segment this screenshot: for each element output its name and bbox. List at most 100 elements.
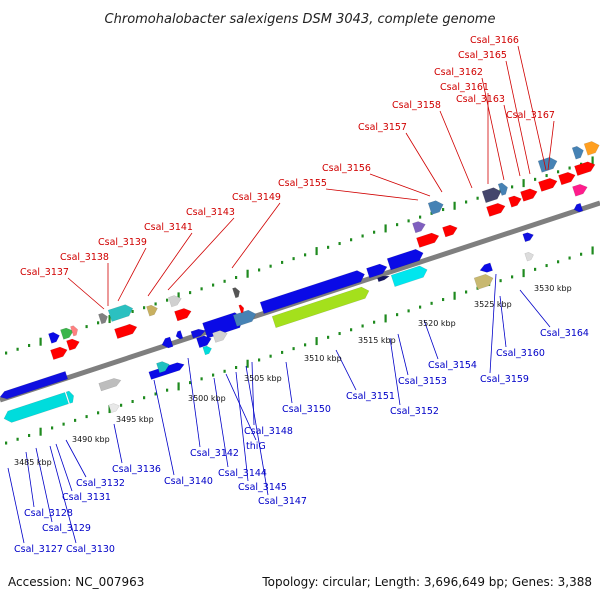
- label-leader: [225, 373, 257, 441]
- tick-mark: [384, 224, 387, 233]
- tick-mark: [39, 427, 42, 436]
- gene-label: Csal_3127: [14, 544, 63, 555]
- gene-arrow: [473, 273, 494, 290]
- tick-mark: [85, 415, 88, 419]
- tick-mark: [258, 268, 261, 272]
- gene-arrow: [416, 232, 440, 248]
- label-leader: [489, 273, 497, 374]
- gene-arrow: [98, 312, 108, 325]
- tick-mark: [5, 441, 8, 445]
- gene-label: Csal_3129: [42, 523, 91, 534]
- gene-label: Csal_3163: [456, 94, 505, 105]
- gene-arrow: [479, 262, 493, 273]
- gene-arrow: [497, 182, 508, 196]
- gene-label: Csal_3128: [24, 508, 73, 519]
- gene-label: Csal_3140: [164, 476, 213, 487]
- tick-mark: [281, 350, 284, 354]
- tick-mark: [62, 422, 65, 426]
- label-leader: [167, 217, 235, 291]
- gene-label: thiG: [246, 441, 266, 452]
- gene-label: Csal_3159: [480, 374, 529, 385]
- tick-mark: [74, 418, 77, 422]
- tick-mark: [557, 260, 560, 264]
- gene-label: Csal_3141: [144, 222, 193, 233]
- gene-arrow: [386, 248, 424, 271]
- label-leader-lines: [7, 45, 555, 544]
- tick-mark: [28, 343, 31, 347]
- tick-mark: [28, 433, 31, 437]
- gene-label: Csal_3131: [62, 492, 111, 503]
- label-leader: [49, 445, 77, 544]
- tick-mark: [557, 170, 560, 174]
- gene-arrow: [558, 171, 576, 186]
- gene-label: Csal_3158: [392, 100, 441, 111]
- gene-arrow: [174, 308, 192, 322]
- label-leader: [285, 361, 293, 404]
- tick-mark: [223, 279, 226, 283]
- gene-arrow: [508, 195, 522, 208]
- gene-label: Csal_3162: [434, 67, 483, 78]
- gene-arrow: [66, 338, 80, 351]
- gene-arrow: [572, 184, 588, 197]
- label-leader: [389, 337, 401, 406]
- tick-mark: [407, 219, 410, 223]
- gene-arrow: [271, 286, 370, 329]
- tick-mark: [511, 275, 514, 279]
- tick-mark: [442, 208, 445, 212]
- gene-arrow: [0, 371, 69, 400]
- label-leader: [405, 132, 443, 193]
- tick-mark: [235, 366, 238, 370]
- tick-mark: [465, 290, 468, 294]
- tick-mark: [97, 411, 100, 415]
- label-leader: [147, 232, 193, 297]
- label-leader: [505, 60, 531, 175]
- tick-mark: [16, 437, 19, 441]
- gene-arrow: [3, 392, 69, 423]
- gene-arrow: [114, 323, 138, 339]
- gene-label: Csal_3167: [506, 110, 555, 121]
- label-leader: [55, 443, 73, 492]
- gene-label: Csal_3136: [112, 464, 161, 475]
- gene-arrow: [571, 146, 584, 160]
- gene-arrow: [259, 270, 365, 314]
- tick-mark: [350, 238, 353, 242]
- tick-mark: [499, 279, 502, 283]
- gene-arrow: [70, 325, 78, 337]
- tick-mark: [568, 166, 571, 170]
- label-leader: [153, 379, 175, 476]
- gene-label: Csal_3151: [346, 391, 395, 402]
- tick-mark: [85, 325, 88, 329]
- gene-label: Csal_3157: [358, 122, 407, 133]
- gene-arrow: [161, 336, 174, 349]
- tick-mark: [384, 314, 387, 323]
- tick-mark: [373, 230, 376, 234]
- label-leader: [439, 110, 473, 189]
- tick-mark: [430, 301, 433, 305]
- gene-arrow: [60, 327, 74, 340]
- genome-title: Chromohalobacter salexigens DSM 3043, co…: [105, 12, 496, 27]
- label-leader: [519, 289, 551, 328]
- tick-mark: [269, 264, 272, 268]
- tick-mark: [269, 354, 272, 358]
- gene-arrow: [98, 378, 122, 392]
- tick-mark: [120, 403, 123, 407]
- tick-mark: [177, 292, 180, 301]
- gene-arrow: [232, 287, 240, 299]
- gene-arrow: [574, 161, 596, 176]
- gene-arrow: [168, 295, 182, 308]
- tick-mark: [143, 306, 146, 310]
- tick-mark: [108, 405, 111, 414]
- tick-mark: [315, 247, 318, 256]
- label-leader: [213, 377, 229, 468]
- label-leader: [423, 319, 439, 360]
- accession-text: Accession: NC_007963: [8, 575, 144, 589]
- tick-mark: [338, 242, 341, 246]
- tick-label: 3490 kbp: [72, 435, 110, 444]
- gene-arrow: [190, 328, 206, 339]
- tick-mark: [304, 253, 307, 257]
- tick-mark: [453, 201, 456, 210]
- label-leader: [369, 173, 431, 197]
- reverse-gene-labels: Csal_3127 Csal_3128 Csal_3129 Csal_3130 Csal…: [14, 328, 589, 555]
- label-leader: [517, 45, 547, 171]
- gene-arrow: [481, 187, 502, 204]
